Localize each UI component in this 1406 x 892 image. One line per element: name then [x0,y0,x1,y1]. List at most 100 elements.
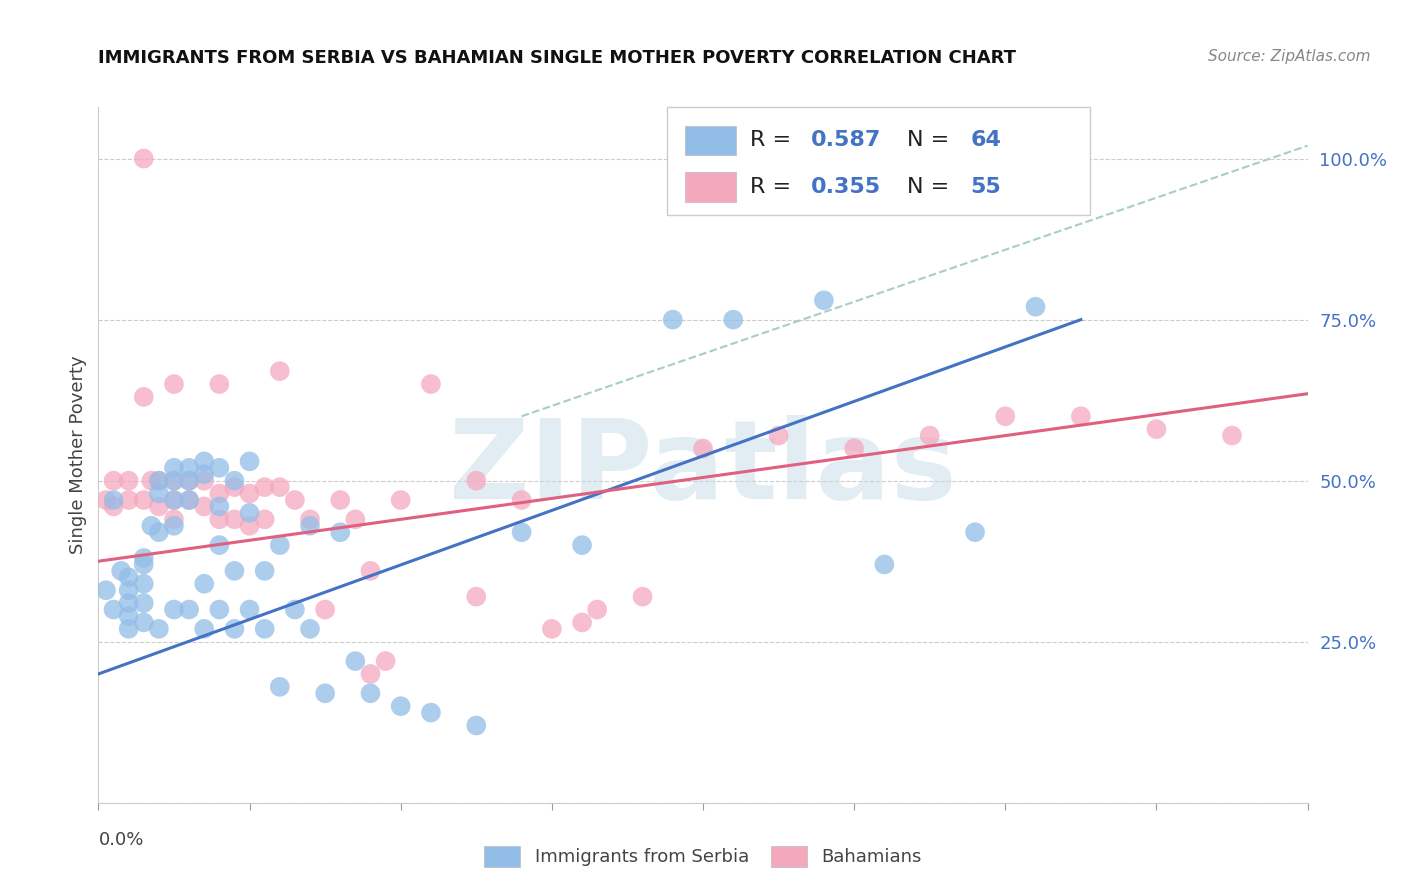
Point [132,596,155,610]
Point [662,312,685,326]
FancyBboxPatch shape [685,172,735,202]
Point [344,654,367,668]
Point [329,493,352,508]
Point [873,558,896,572]
Text: 64: 64 [970,130,1001,151]
Text: N =: N = [907,130,956,151]
Point [1146,422,1168,436]
Point [118,493,141,508]
Point [420,377,443,392]
Text: Source: ZipAtlas.com: Source: ZipAtlas.com [1208,49,1371,64]
Point [269,680,291,694]
Point [118,474,141,488]
Point [269,364,291,378]
Point [118,596,141,610]
Point [420,706,443,720]
Point [1070,409,1092,424]
Point [768,428,790,442]
Point [224,564,246,578]
Text: R =: R = [751,177,799,197]
Point [586,602,609,616]
Point [284,602,307,616]
Point [132,558,155,572]
FancyBboxPatch shape [666,107,1090,215]
Point [224,622,246,636]
Point [148,486,170,500]
Point [224,474,246,488]
Point [132,390,155,404]
Point [1025,300,1047,314]
Point [179,602,201,616]
Point [360,686,382,700]
Point [179,493,201,508]
Point [465,590,488,604]
Point [103,474,125,488]
Text: 55: 55 [970,177,1001,197]
Point [148,474,170,488]
Text: N =: N = [907,177,956,197]
Point [253,512,276,526]
Point [465,474,488,488]
Point [360,564,382,578]
Point [163,493,186,508]
Point [571,615,593,630]
Point [179,474,201,488]
Point [110,564,132,578]
Point [510,493,533,508]
Point [163,377,186,392]
Point [163,512,186,526]
Point [510,525,533,540]
Point [148,474,170,488]
Point [918,428,941,442]
Point [299,518,322,533]
Point [314,602,336,616]
Point [208,538,231,552]
Point [344,512,367,526]
Point [94,583,117,598]
Point [269,538,291,552]
Point [179,460,201,475]
Point [299,512,322,526]
Point [163,474,186,488]
Point [314,686,336,700]
Text: IMMIGRANTS FROM SERBIA VS BAHAMIAN SINGLE MOTHER POVERTY CORRELATION CHART: IMMIGRANTS FROM SERBIA VS BAHAMIAN SINGL… [98,49,1017,67]
Text: R =: R = [751,130,799,151]
Point [148,525,170,540]
Point [389,493,412,508]
Point [179,474,201,488]
Point [723,312,745,326]
Point [844,442,866,456]
Point [103,602,125,616]
Point [208,377,231,392]
Point [541,622,564,636]
Text: 0.587: 0.587 [811,130,882,151]
Point [253,480,276,494]
Point [224,480,246,494]
Point [193,622,215,636]
Point [163,474,186,488]
Point [239,602,262,616]
Point [163,493,186,508]
Legend: Immigrants from Serbia, Bahamians: Immigrants from Serbia, Bahamians [477,838,929,874]
Point [465,718,488,732]
Point [239,506,262,520]
Point [208,512,231,526]
Point [193,576,215,591]
Point [118,570,141,584]
Point [179,493,201,508]
Point [284,493,307,508]
Point [193,500,215,514]
Point [374,654,396,668]
Point [360,667,382,681]
Text: ZIPatlas: ZIPatlas [449,416,957,523]
Point [389,699,412,714]
Point [193,467,215,482]
Point [1220,428,1243,442]
Point [965,525,987,540]
Point [208,460,231,475]
Point [148,622,170,636]
Point [163,602,186,616]
Point [813,293,835,308]
Point [94,493,117,508]
Point [193,454,215,468]
